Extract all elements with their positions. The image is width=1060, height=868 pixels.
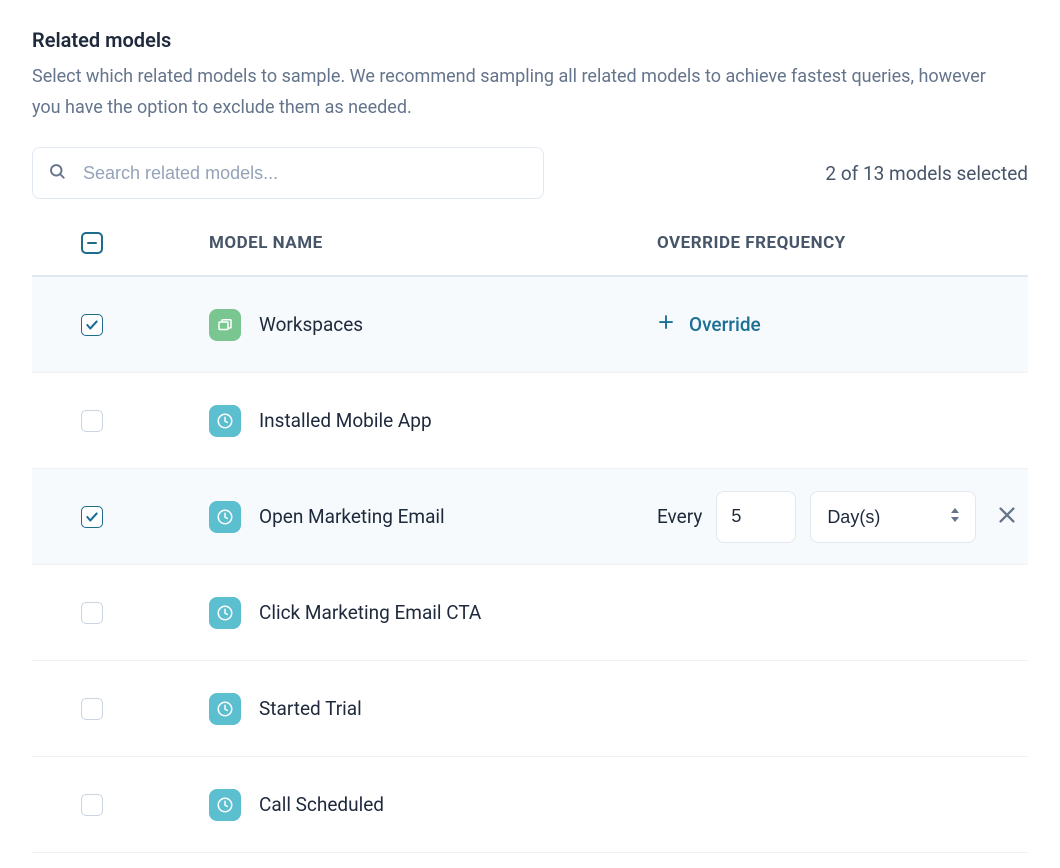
workspace-icon xyxy=(209,309,241,341)
model-name-label: Installed Mobile App xyxy=(259,409,432,432)
minus-icon xyxy=(87,242,97,245)
frequency-prefix: Every xyxy=(657,505,702,528)
row-checkbox[interactable] xyxy=(81,698,103,720)
frequency-value-input[interactable] xyxy=(716,491,796,543)
table-row: Started Trial xyxy=(32,661,1028,757)
model-name-label: Click Marketing Email CTA xyxy=(259,601,481,624)
model-name-label: Workspaces xyxy=(259,313,363,336)
clock-icon xyxy=(209,501,241,533)
section-title: Related models xyxy=(32,28,1028,52)
table-body: Workspaces Override Installed Mobile App Op… xyxy=(32,277,1028,853)
clock-icon xyxy=(209,693,241,725)
toolbar: 2 of 13 models selected xyxy=(32,147,1028,199)
search-icon xyxy=(48,162,66,184)
override-button[interactable]: Override xyxy=(657,313,1028,336)
clock-icon xyxy=(209,405,241,437)
section-description: Select which related models to sample. W… xyxy=(32,62,992,123)
column-override-frequency: OVERRIDE FREQUENCY xyxy=(657,233,1028,253)
plus-icon xyxy=(657,313,675,336)
table-header: MODEL NAME OVERRIDE FREQUENCY xyxy=(32,211,1028,277)
frequency-editor: Every Day(s) xyxy=(657,491,1028,543)
model-name-label: Open Marketing Email xyxy=(259,505,445,528)
table-row: Workspaces Override xyxy=(32,277,1028,373)
selection-status: 2 of 13 models selected xyxy=(825,162,1028,185)
search-input[interactable] xyxy=(32,147,544,199)
model-name-label: Call Scheduled xyxy=(259,793,384,816)
column-model-name: MODEL NAME xyxy=(209,233,657,253)
frequency-unit-select[interactable]: Day(s) xyxy=(810,491,976,543)
search-field-wrap xyxy=(32,147,544,199)
table-row: Installed Mobile App xyxy=(32,373,1028,469)
clock-icon xyxy=(209,597,241,629)
related-models-section: Related models Select which related mode… xyxy=(32,28,1028,853)
row-checkbox[interactable] xyxy=(81,506,103,528)
select-all-checkbox[interactable] xyxy=(81,232,103,254)
row-checkbox[interactable] xyxy=(81,314,103,336)
close-icon xyxy=(996,504,1018,530)
model-name-label: Started Trial xyxy=(259,697,362,720)
clear-override-button[interactable] xyxy=(996,504,1018,530)
clock-icon xyxy=(209,789,241,821)
row-checkbox[interactable] xyxy=(81,602,103,624)
override-label: Override xyxy=(689,313,761,336)
table-row: Click Marketing Email CTA xyxy=(32,565,1028,661)
row-checkbox[interactable] xyxy=(81,410,103,432)
row-checkbox[interactable] xyxy=(81,794,103,816)
table-row: Open Marketing Email Every Day(s) xyxy=(32,469,1028,565)
table-row: Call Scheduled xyxy=(32,757,1028,853)
